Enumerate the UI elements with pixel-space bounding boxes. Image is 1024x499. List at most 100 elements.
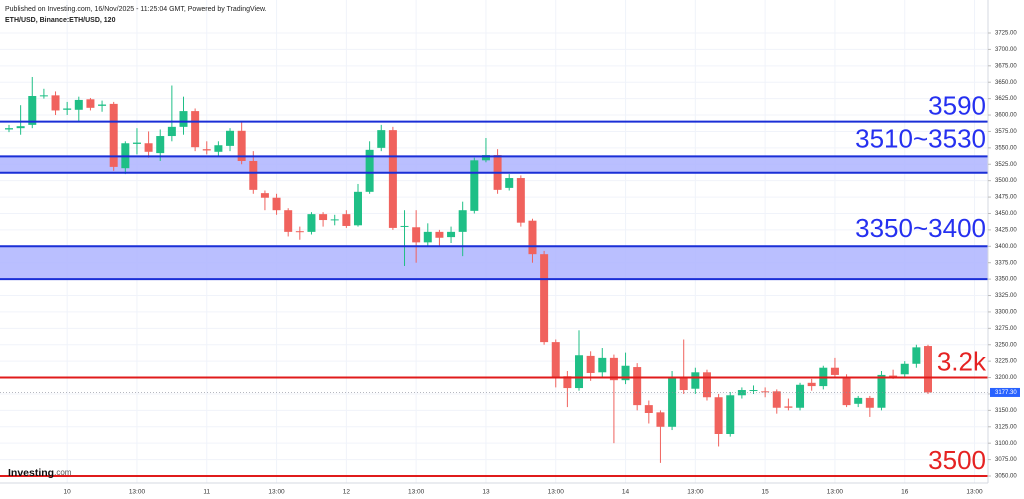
last-price-label: 3177.30 [995, 390, 1017, 396]
candle-body [633, 367, 642, 406]
x-tick-label: 13:00 [548, 489, 565, 496]
y-tick-label: 3275.00 [995, 326, 1017, 332]
level-label: 3500 [928, 445, 986, 475]
candle-body [854, 397, 863, 404]
candle-body [470, 160, 479, 211]
candle-body [144, 143, 153, 152]
candle-body [679, 378, 688, 391]
y-tick-label: 3700.00 [995, 47, 1017, 53]
candle-body [691, 372, 700, 389]
candle-body [365, 149, 374, 192]
zone-label: 3510~3530 [855, 123, 986, 153]
candle-body [191, 111, 200, 148]
y-tick-label: 3600.00 [995, 113, 1017, 119]
candle-body [295, 231, 304, 233]
candle-body [656, 412, 665, 427]
x-tick-label: 15 [762, 489, 770, 496]
candle-body [16, 126, 25, 129]
y-tick-label: 3725.00 [995, 31, 1017, 37]
last-price-box [990, 387, 1020, 397]
y-tick-label: 3675.00 [995, 63, 1017, 69]
candle-body [353, 191, 362, 226]
y-tick-label: 3225.00 [995, 359, 1017, 365]
y-tick-label: 3500.00 [995, 178, 1017, 184]
y-tick-label: 3375.00 [995, 260, 1017, 266]
y-tick-label: 3125.00 [995, 424, 1017, 430]
candle-body [481, 155, 490, 161]
candle-body [575, 355, 584, 389]
candle-body [5, 128, 13, 130]
candle-body [807, 382, 816, 387]
y-tick-label: 3550.00 [995, 145, 1017, 151]
candle-body [528, 220, 537, 255]
y-tick-label: 3200.00 [995, 375, 1017, 381]
y-tick-label: 3525.00 [995, 162, 1017, 168]
x-tick-label: 13:00 [408, 489, 425, 496]
candle-body [423, 231, 432, 243]
level-label: 3.2k [937, 346, 987, 376]
candle-body [39, 95, 48, 97]
candle-body [563, 376, 572, 389]
y-tick-label: 3150.00 [995, 408, 1017, 414]
candle-body [516, 178, 525, 223]
y-tick-label: 3400.00 [995, 244, 1017, 250]
candle-body [505, 178, 514, 188]
candle-body [889, 375, 898, 377]
candle-body [51, 95, 60, 111]
candle-body [551, 342, 560, 379]
candle-body [74, 99, 83, 110]
candle-body [830, 367, 839, 375]
candle-body [132, 142, 141, 144]
candle-body [202, 149, 211, 151]
candle-body [609, 357, 618, 381]
zone [0, 246, 988, 280]
y-tick-label: 3425.00 [995, 227, 1017, 233]
candle-body [319, 214, 328, 221]
x-tick-label: 13:00 [827, 489, 844, 496]
candle-body [668, 378, 677, 427]
y-tick-label: 3300.00 [995, 310, 1017, 316]
candle-body [912, 347, 921, 364]
candle-body [63, 108, 72, 110]
candle-body [621, 365, 630, 381]
candle-body [784, 406, 793, 408]
candle-body [644, 405, 653, 413]
y-tick-label: 3625.00 [995, 96, 1017, 102]
y-tick-label: 3050.00 [995, 474, 1017, 480]
candle-body [877, 374, 886, 408]
x-tick-label: 11 [203, 489, 210, 496]
x-tick-label: 13:00 [966, 489, 983, 496]
candle-body [796, 384, 805, 408]
logo-main: Investing [8, 467, 54, 479]
x-tick-label: 13 [482, 489, 490, 496]
chart-title: ETH/USD, Binance:ETH/USD, 120 [5, 17, 116, 24]
candle-body [28, 96, 37, 125]
candle-body [924, 346, 932, 393]
zone-label: 3350~3400 [855, 213, 986, 243]
candle-body [400, 225, 409, 227]
y-tick-label: 3350.00 [995, 277, 1017, 283]
candle-body [307, 214, 316, 232]
candle-body [86, 99, 95, 108]
y-tick-label: 3325.00 [995, 293, 1017, 299]
x-tick-label: 12 [343, 489, 351, 496]
candle-body [749, 390, 758, 392]
candle-body [388, 130, 397, 228]
candle-body [772, 391, 781, 408]
candle-body [900, 363, 909, 375]
candle-body [179, 111, 188, 127]
candle-body [260, 193, 269, 198]
candle-body [447, 231, 456, 238]
publisher: Published on Investing.com, 16/Nov/2025 … [5, 6, 267, 13]
candle-body [586, 355, 595, 373]
candle-body [540, 254, 549, 343]
candle-body [167, 126, 176, 137]
y-tick-label: 3650.00 [995, 80, 1017, 86]
y-tick-label: 3475.00 [995, 195, 1017, 201]
candle-body [249, 160, 258, 190]
candle-body [272, 197, 281, 211]
y-tick-label: 3575.00 [995, 129, 1017, 135]
candles [5, 76, 932, 463]
